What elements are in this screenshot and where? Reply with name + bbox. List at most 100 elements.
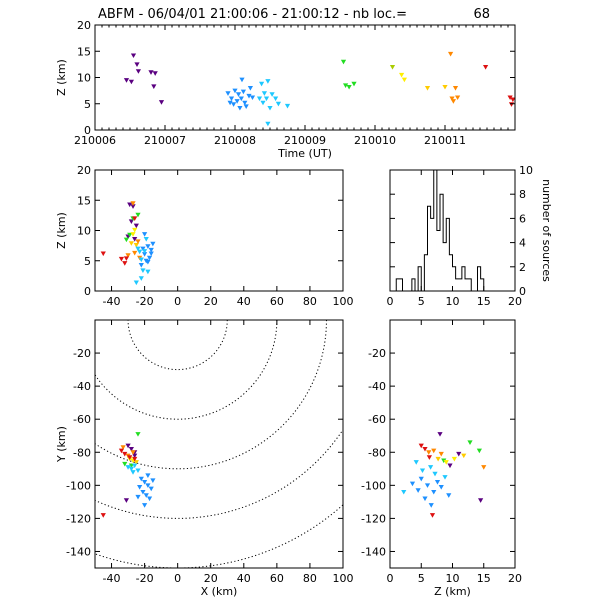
source-point (127, 202, 133, 208)
source-point (135, 246, 141, 252)
x-tick-label: 40 (237, 572, 251, 585)
source-point (128, 466, 134, 472)
source-point (145, 244, 151, 249)
source-point (260, 100, 266, 106)
source-point (132, 227, 138, 233)
source-point (122, 261, 128, 266)
figure-title: ABFM - 06/04/01 21:00:06 - 21:00:12 - nb… (98, 7, 407, 22)
source-point (239, 77, 245, 83)
y-tick-label: 5 (84, 98, 91, 111)
histogram-bin (431, 218, 434, 291)
source-point (142, 480, 148, 485)
source-point (256, 96, 263, 102)
source-point (449, 96, 455, 102)
x-tick-label: 5 (418, 572, 425, 585)
x-tick-label: 210011 (424, 134, 466, 147)
y-tick-label: 6 (519, 212, 526, 225)
source-point (265, 121, 271, 127)
source-point (122, 461, 128, 467)
data-points (123, 51, 515, 127)
source-point (438, 451, 444, 457)
y-axis: 0 2 4 6 8 10 (390, 164, 533, 298)
source-point (148, 247, 154, 253)
source-point (130, 470, 136, 475)
source-point (263, 96, 270, 102)
x-tick-label: 10 (446, 572, 460, 585)
source-point (123, 256, 130, 261)
source-point (265, 79, 271, 84)
source-point (429, 513, 436, 518)
source-point (123, 78, 130, 83)
source-point (227, 100, 233, 106)
source-point (130, 201, 136, 206)
source-point (231, 102, 237, 107)
source-point (426, 450, 432, 455)
source-point (128, 446, 134, 452)
source-point (443, 460, 449, 465)
source-point (134, 62, 140, 67)
source-point (235, 92, 242, 97)
source-point (133, 243, 139, 248)
x-tick-label: 15 (477, 572, 491, 585)
x-tick-label: -20 (136, 295, 154, 308)
source-point (441, 458, 447, 464)
source-point (442, 84, 448, 90)
source-point (455, 95, 461, 101)
source-point (240, 89, 246, 95)
y-tick-label: 5 (84, 255, 91, 268)
source-point (100, 513, 106, 518)
x-tick-label: 20 (508, 295, 522, 308)
source-point (130, 53, 137, 59)
y-tick-label: 10 (77, 225, 91, 238)
source-point (142, 232, 148, 237)
source-point (138, 262, 144, 268)
y-tick-label: -120 (361, 512, 386, 525)
source-point (246, 93, 252, 99)
source-point (132, 216, 138, 221)
source-point (137, 484, 143, 490)
source-point (133, 223, 139, 229)
source-point (467, 440, 473, 445)
source-point (130, 204, 136, 209)
source-point (451, 456, 457, 462)
y-tick-label: 20 (77, 19, 91, 32)
source-point (242, 100, 248, 106)
x-tick-label: 15 (477, 295, 491, 308)
source-point (146, 496, 153, 502)
range-rings (95, 320, 343, 568)
source-point (415, 488, 421, 493)
source-point (137, 249, 143, 255)
source-point (151, 84, 157, 90)
source-point (450, 99, 456, 104)
source-point (259, 81, 265, 87)
source-point (132, 463, 138, 469)
source-point (150, 478, 156, 483)
y-tick-label: -20 (73, 347, 91, 360)
y-axis: -140 -120 -100 -80 -60 -40 -20 (66, 347, 343, 558)
x-tick-label: 80 (303, 572, 317, 585)
source-point (142, 252, 148, 257)
histogram-bin (437, 231, 440, 292)
source-point (123, 498, 130, 503)
x-tick-label: 0 (174, 295, 181, 308)
source-point (140, 489, 146, 495)
y-tick-label: 0 (84, 285, 91, 298)
source-point (269, 92, 275, 97)
x-tick-label: 210006 (74, 134, 116, 147)
source-point (483, 65, 489, 70)
histogram-bin (456, 279, 459, 291)
source-point (275, 101, 281, 107)
x-axis: 0 5 10 15 20 (387, 320, 522, 585)
plot-frame (94, 24, 516, 131)
source-point (143, 493, 149, 498)
x-axis: 0 5 10 15 20 (387, 170, 522, 308)
x-tick-label: 0 (387, 572, 394, 585)
x-tick-label: 210009 (284, 134, 326, 147)
source-point (418, 476, 424, 482)
source-point (267, 105, 273, 111)
panel-x-y: -40 -20 0 20 40 60 80 100-140-120-100-80-60-40-… (55, 319, 354, 598)
y-tick-label: 2 (519, 261, 526, 274)
y-tick-label: 15 (77, 45, 91, 58)
source-point (143, 236, 149, 242)
plot-frame (94, 319, 344, 569)
